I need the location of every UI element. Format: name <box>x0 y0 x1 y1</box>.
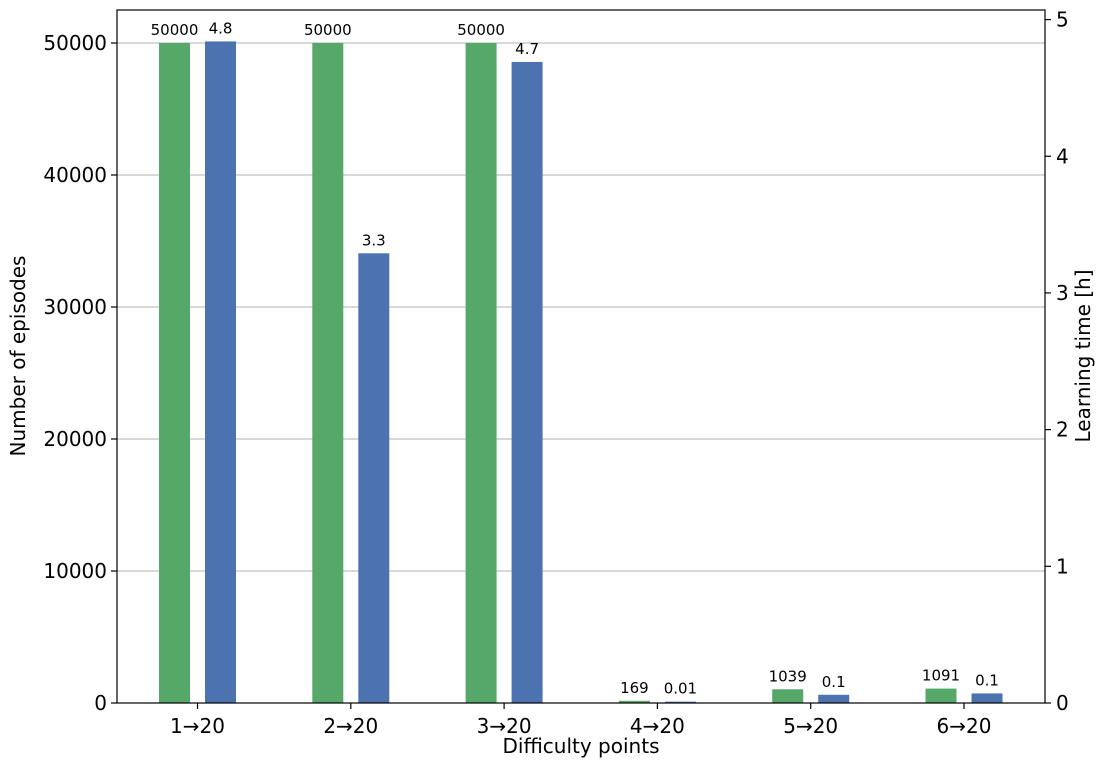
learning-time-data-label: 0.1 <box>822 673 846 691</box>
episodes-bar <box>312 43 344 703</box>
learning-time-bar <box>664 701 696 703</box>
axis-layer: 1→20 2→20 3→20 4→20 5→20 6→20 0 10000 20000 30000… <box>43 8 1068 738</box>
episodes-bar <box>772 689 804 703</box>
y-tick-label: 20000 <box>43 427 107 451</box>
y2-tick-label: 0 <box>1056 691 1069 715</box>
learning-time-data-label: 4.7 <box>515 40 539 58</box>
x-tick-label: 3→20 <box>477 714 532 738</box>
episodes-bar <box>159 43 190 703</box>
x-tick-label: 6→20 <box>937 714 992 738</box>
x-tick-label: 1→20 <box>170 714 225 738</box>
x-axis-title: Difficulty points <box>503 734 660 758</box>
y2-axis-title: Learning time [h] <box>1071 269 1095 442</box>
episodes-data-label: 1039 <box>769 667 807 685</box>
y2-tick-label: 3 <box>1056 281 1069 305</box>
y2-tick-label: 5 <box>1056 8 1069 32</box>
episodes-data-label: 50000 <box>457 21 505 39</box>
learning-time-bar <box>971 693 1003 703</box>
episodes-data-label: 169 <box>620 679 649 697</box>
learning-time-bar <box>818 694 850 703</box>
learning-time-data-label: 0.01 <box>664 680 697 698</box>
episodes-data-label: 1091 <box>922 667 960 685</box>
y-tick-label: 0 <box>94 691 107 715</box>
learning-time-bar <box>358 253 390 704</box>
y2-tick-label: 2 <box>1056 418 1069 442</box>
x-tick-label: 2→20 <box>323 714 378 738</box>
learning-time-data-label: 0.1 <box>975 671 999 689</box>
bar-layer <box>159 41 1003 704</box>
y-tick-label: 40000 <box>43 163 107 187</box>
episodes-bar <box>465 43 497 703</box>
grid-layer <box>117 42 1045 572</box>
y-tick-label: 30000 <box>43 295 107 319</box>
episodes-bar <box>925 688 957 703</box>
y2-tick-label: 1 <box>1056 554 1069 578</box>
y-axis-title: Number of episodes <box>6 256 30 457</box>
y2-tick-label: 4 <box>1056 144 1069 168</box>
episodes-data-label: 50000 <box>151 21 199 39</box>
y-tick-label: 50000 <box>43 31 107 55</box>
episodes-data-label: 50000 <box>304 21 352 39</box>
y-tick-label: 10000 <box>43 559 107 583</box>
x-tick-label: 4→20 <box>630 714 685 738</box>
learning-time-data-label: 4.8 <box>209 19 233 37</box>
learning-time-data-label: 3.3 <box>362 231 386 249</box>
x-tick-label: 5→20 <box>783 714 838 738</box>
learning-time-bar <box>511 61 543 703</box>
plot-frame <box>116 9 1046 704</box>
learning-time-bar <box>205 41 236 704</box>
episodes-bar <box>618 700 650 703</box>
data-label-layer: 50000 4.8 50000 3.3 50000 4.7 169 0.01 1039 0.1 10… <box>151 19 999 697</box>
